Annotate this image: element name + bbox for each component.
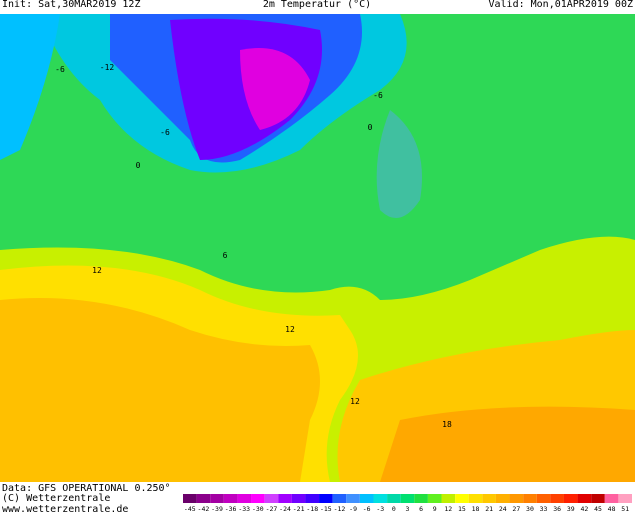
colorbar-swatch [441, 494, 456, 503]
colorbar-label: 30 [526, 505, 534, 513]
colorbar-swatch [346, 494, 360, 503]
colorbar-swatch [427, 494, 442, 503]
data-source: Data: GFS OPERATIONAL 0.250° [2, 483, 171, 494]
contour-label: 0 [136, 161, 141, 170]
valid-text: Valid: Mon,01APR2019 00Z [489, 0, 634, 10]
colorbar-label: -21 [293, 505, 305, 513]
init-text: Init: Sat,30MAR2019 12Z [2, 0, 140, 10]
colorbar-swatch [264, 494, 279, 503]
colorbar-swatch [618, 494, 632, 503]
scandinavia [376, 110, 422, 218]
colorbar-swatch [550, 494, 564, 503]
colorbar-swatch [387, 494, 401, 503]
colorbar-swatch [604, 494, 619, 503]
colorbar-swatch [319, 494, 333, 503]
colorbar-label: 24 [499, 505, 507, 513]
hotter-zone [0, 298, 320, 482]
colorbar-swatch [223, 494, 238, 503]
contour-label: -6 [160, 128, 170, 137]
colorbar-label: -36 [225, 505, 237, 513]
copyright: (C) Wetterzentrale [2, 493, 110, 504]
colorbar-label: -42 [198, 505, 210, 513]
colorbar-swatch [536, 494, 551, 503]
colorbar-swatch [291, 494, 306, 503]
colorbar-swatch [577, 494, 592, 503]
colorbar-swatch [183, 494, 197, 503]
colorbar-swatch [359, 494, 374, 503]
colorbar-label: -30 [252, 505, 264, 513]
colorbar-label: 18 [472, 505, 480, 513]
colorbar-swatch [305, 494, 320, 503]
colorbar-swatch [251, 494, 265, 503]
colorbar-label: 12 [444, 505, 452, 513]
colorbar-label: -15 [320, 505, 332, 513]
colorbar-swatch [332, 494, 347, 503]
contour-labels: -6 -12 -6 -6 0 0 6 12 12 12 18 [55, 63, 452, 429]
colorbar-label: -45 [184, 505, 196, 513]
colorbar-label: -24 [279, 505, 291, 513]
colorbar-swatch [278, 494, 292, 503]
contour-label: 12 [350, 397, 360, 406]
colorbar-label: -27 [266, 505, 278, 513]
colorbar-label: -12 [334, 505, 346, 513]
greenland-coldest [240, 48, 310, 130]
colorbar: -45 -42 -39 -36 -33 -30 -27 -24 -21 -18 -15 -12 -9 -6… [183, 494, 632, 513]
colorbar-label: 9 [433, 505, 437, 513]
colorbar-label: -18 [306, 505, 318, 513]
map [0, 14, 635, 482]
colorbar-swatch [482, 494, 496, 503]
colorbar-swatch [400, 494, 415, 503]
colorbar-label: 6 [419, 505, 423, 513]
colorbar-swatch [495, 494, 510, 503]
colorbar-swatch [523, 494, 537, 503]
contour-label: -6 [55, 65, 65, 74]
contour-label: 12 [285, 325, 295, 334]
colorbar-swatch [468, 494, 483, 503]
colorbar-label: 36 [553, 505, 561, 513]
colorbar-label: -39 [211, 505, 223, 513]
colorbar-swatch [455, 494, 469, 503]
contour-label: 12 [92, 266, 102, 275]
colorbar-swatch [414, 494, 428, 503]
contour-label: 0 [368, 123, 373, 132]
colorbar-swatch [237, 494, 252, 503]
colorbar-label: 51 [621, 505, 629, 513]
map-title: 2m Temperatur (°C) [263, 0, 371, 10]
colorbar-label: -3 [376, 505, 384, 513]
colorbar-label: 15 [458, 505, 466, 513]
colorbar-label: 33 [540, 505, 548, 513]
colorbar-swatch [509, 494, 524, 503]
colorbar-label: 0 [392, 505, 396, 513]
colorbar-label: -9 [349, 505, 357, 513]
contour-label: -6 [373, 91, 383, 100]
africa-hot [380, 406, 635, 482]
colorbar-swatch [373, 494, 388, 503]
website: www.wetterzentrale.de [2, 504, 128, 515]
colorbar-label: -33 [238, 505, 250, 513]
canada-cold [0, 14, 60, 160]
colorbar-label: 21 [485, 505, 493, 513]
colorbar-label: 3 [406, 505, 410, 513]
colorbar-label: 39 [567, 505, 575, 513]
contour-label: 18 [442, 420, 452, 429]
contour-label: 6 [223, 251, 228, 260]
colorbar-label: 42 [580, 505, 588, 513]
contour-label: -12 [100, 63, 115, 72]
colorbar-label: -6 [363, 505, 371, 513]
colorbar-swatch [591, 494, 605, 503]
colorbar-label: 45 [594, 505, 602, 513]
colorbar-swatch [196, 494, 211, 503]
colorbar-swatch [563, 494, 578, 503]
colorbar-swatch [210, 494, 224, 503]
colorbar-label: 48 [608, 505, 616, 513]
colorbar-label: 27 [512, 505, 520, 513]
